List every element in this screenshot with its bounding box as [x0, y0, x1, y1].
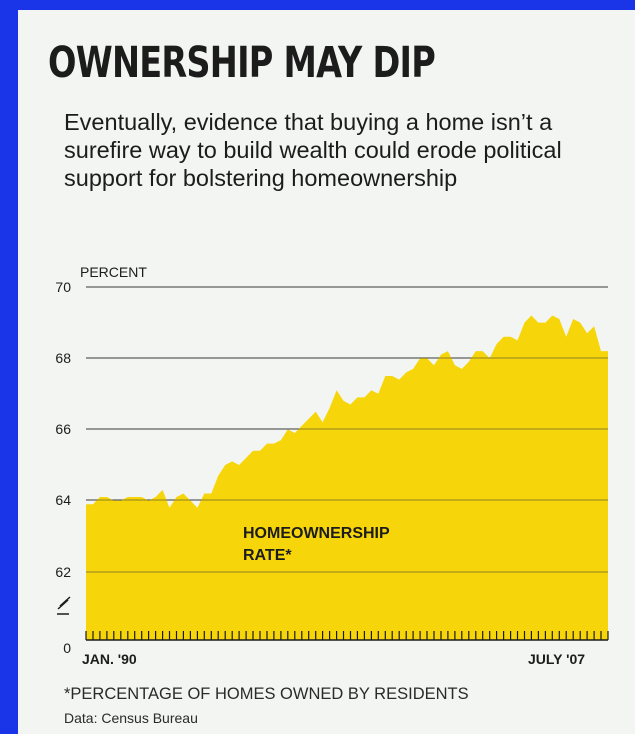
- y-tick-label: 64: [55, 492, 71, 508]
- x-axis-ticks: [85, 631, 609, 641]
- chart-subtitle: Eventually, evidence that buying a home …: [64, 109, 562, 191]
- source-note: Data: Census Bureau: [64, 710, 198, 726]
- y-tick-labels: 70 68 66 64 62 0: [55, 279, 71, 656]
- y-tick-label: 66: [55, 421, 71, 437]
- y-axis-unit-label: PERCENT: [80, 264, 147, 280]
- homeownership-area: [86, 315, 608, 640]
- y-tick-label: 62: [55, 564, 71, 580]
- chart-title: OWNERSHIP MAY DIP: [48, 38, 436, 88]
- footnote: *PERCENTAGE OF HOMES OWNED BY RESIDENTS: [64, 685, 469, 703]
- gridlines-over-area: [86, 286, 608, 573]
- y-tick-label: 70: [55, 279, 71, 295]
- series-label-line-1: HOMEOWNERSHIP: [243, 525, 390, 542]
- y-tick-label: 68: [55, 350, 71, 366]
- x-end-label: JULY '07: [528, 651, 585, 667]
- series-label-line-2: RATE*: [243, 547, 292, 564]
- x-start-label: JAN. '90: [82, 651, 137, 667]
- axis-break-mark: [57, 596, 71, 615]
- y-tick-label: 0: [63, 640, 71, 656]
